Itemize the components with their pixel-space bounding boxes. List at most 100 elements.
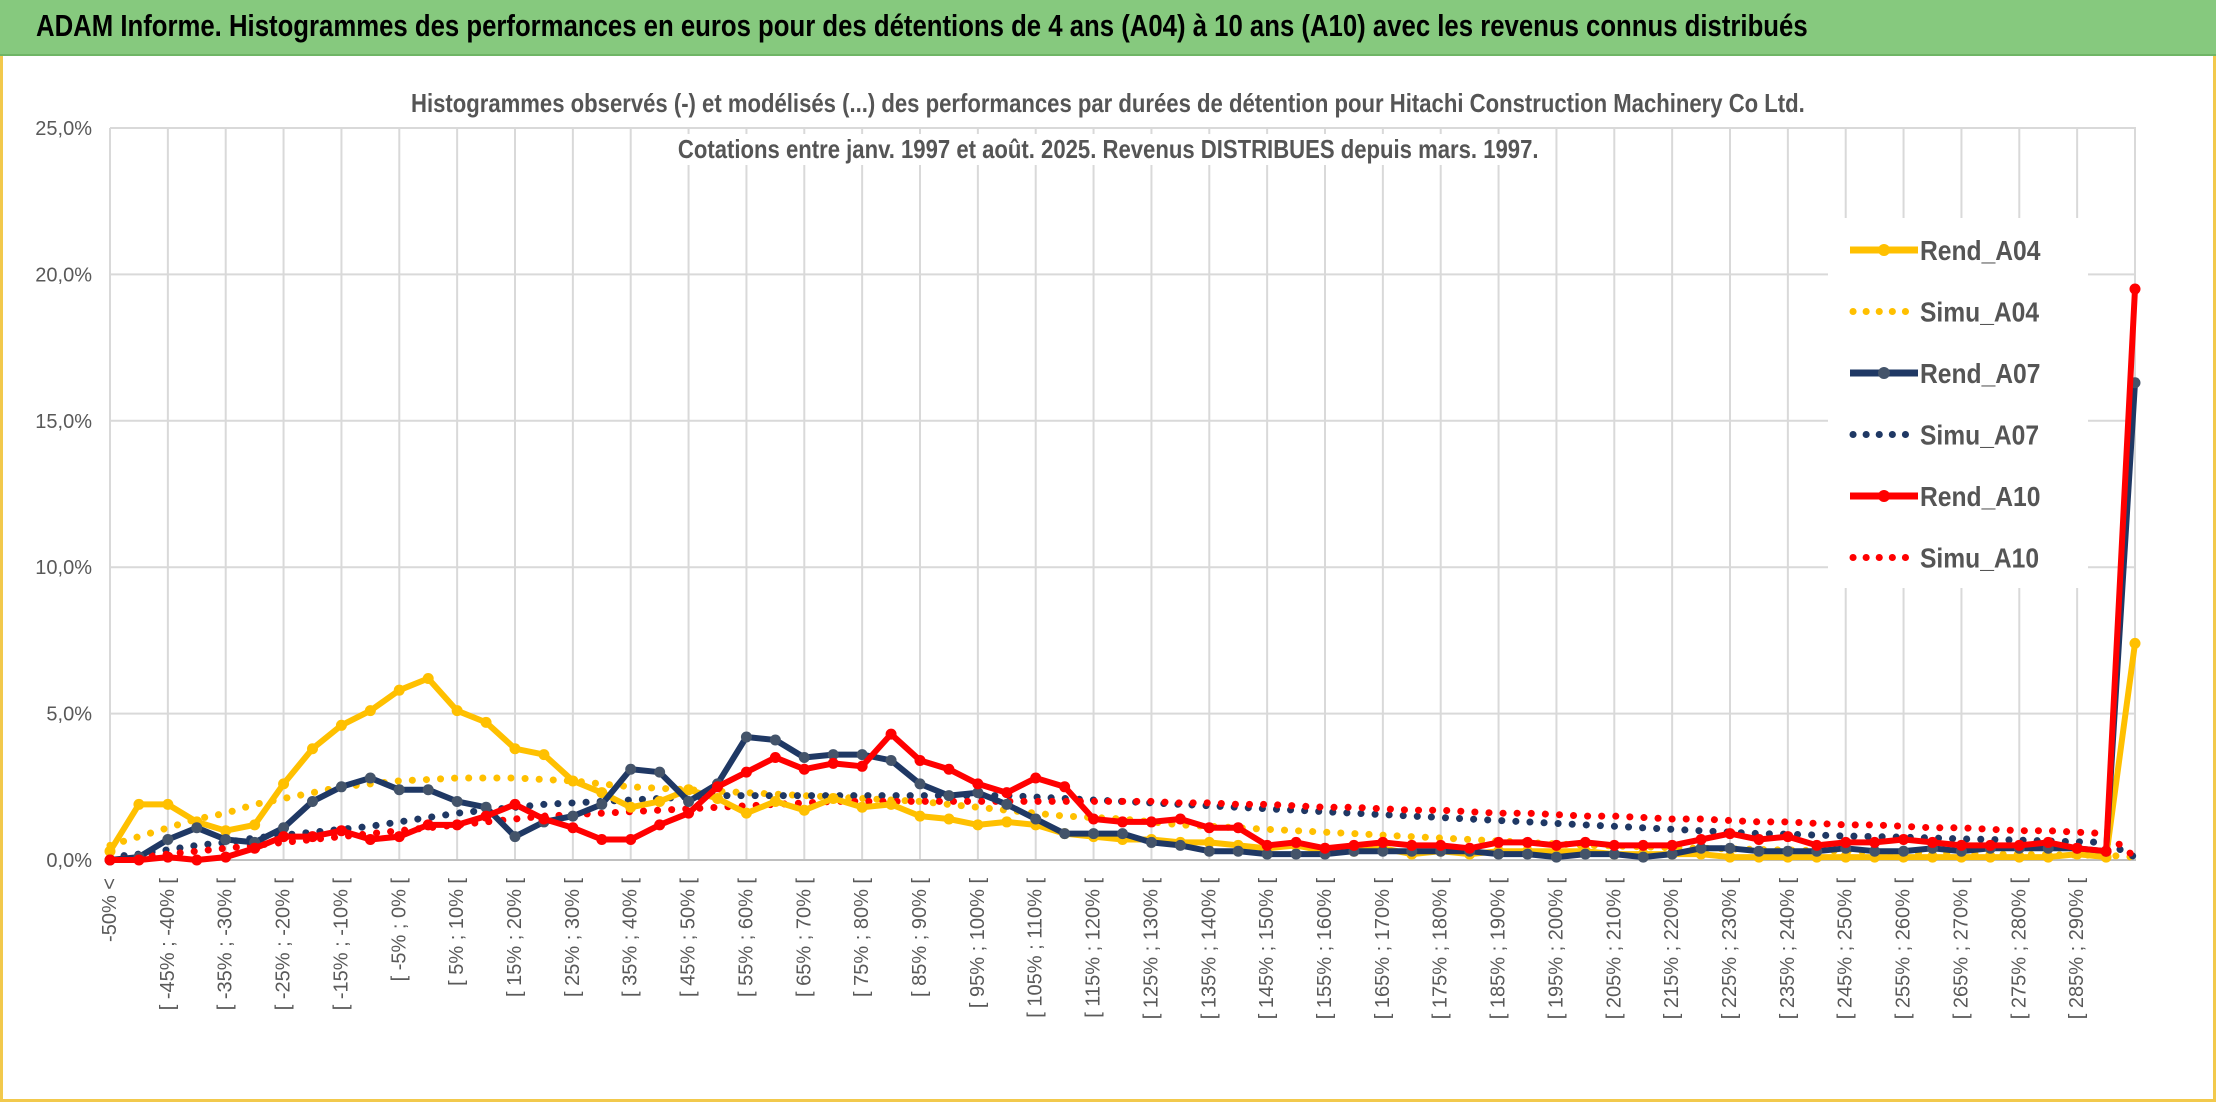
x-tick-label: [ 175% ; 180% [ [1430, 878, 1452, 1020]
data-point-rend-a10 [740, 766, 752, 778]
data-point-rend-a10 [885, 728, 897, 740]
chart-title-line2: Cotations entre janv. 1997 et août. 2025… [0, 134, 2216, 165]
data-point-rend-a07 [1088, 828, 1100, 840]
data-point-rend-a04 [1927, 851, 1938, 863]
data-point-rend-a10 [104, 854, 116, 866]
legend-label-rend-a10: Rend_A10 [1920, 481, 2040, 513]
legend-marker-rend-a10 [1878, 490, 1890, 502]
data-point-rend-a10 [1174, 813, 1186, 825]
data-point-rend-a07 [943, 790, 955, 802]
data-point-rend-a10 [538, 813, 550, 825]
data-point-rend-a07 [1724, 842, 1736, 854]
data-point-rend-a10 [133, 854, 145, 866]
data-point-rend-a04 [827, 793, 839, 805]
data-point-rend-a04 [278, 778, 290, 790]
data-point-rend-a04 [509, 743, 521, 755]
legend: Rend_A04 Simu_A04 Rend_A07 Simu_A07 Rend_A10… [1828, 218, 2088, 588]
data-point-rend-a07 [914, 778, 926, 790]
data-point-rend-a10 [654, 819, 666, 831]
legend-label-simu-a07: Simu_A07 [1920, 419, 2039, 451]
x-tick-label: [ 75% ; 80% [ [851, 878, 873, 997]
x-tick-label: [ 55% ; 60% [ [735, 878, 757, 997]
data-point-rend-a04 [307, 743, 318, 755]
y-tick-label: 10,0% [35, 557, 92, 579]
x-tick-label: [ 65% ; 70% [ [793, 878, 815, 997]
data-point-rend-a10 [422, 819, 434, 831]
data-point-rend-a04 [712, 793, 723, 805]
x-tick-label: [ 25% ; 30% [ [562, 878, 584, 997]
legend-label-simu-a04: Simu_A04 [1920, 296, 2039, 328]
y-tick-label: 0,0% [46, 850, 92, 872]
x-tick-label: [ 205% ; 210% [ [1603, 878, 1625, 1020]
data-point-rend-a07 [683, 795, 695, 807]
data-point-rend-a04 [480, 716, 492, 728]
data-point-rend-a07 [885, 754, 897, 766]
data-point-rend-a10 [1984, 839, 1996, 851]
x-tick-label: [ 115% ; 120% [ [1083, 878, 1105, 1018]
data-point-rend-a10 [625, 834, 637, 846]
report-title: ADAM Informe. Histogrammes des performan… [36, 8, 1808, 43]
data-point-rend-a10 [1637, 839, 1649, 851]
legend-label-simu-a10: Simu_A10 [1920, 542, 2039, 574]
data-point-rend-a04 [422, 672, 434, 684]
data-point-rend-a07 [769, 734, 781, 746]
data-point-rend-a04 [538, 749, 550, 761]
x-tick-label: [ 235% ; 240% [ [1777, 878, 1799, 1020]
y-tick-label: 15,0% [35, 411, 92, 433]
data-point-rend-a04 [2042, 851, 2054, 863]
x-tick-label: [ 5% ; 10% [ [446, 878, 468, 986]
data-point-rend-a10 [567, 822, 579, 834]
data-point-rend-a07 [1232, 845, 1244, 857]
data-point-rend-a07 [740, 731, 752, 743]
data-point-rend-a07 [480, 801, 492, 813]
data-point-rend-a10 [1377, 836, 1389, 848]
data-point-rend-a10 [1724, 828, 1736, 840]
data-point-rend-a10 [1811, 839, 1823, 851]
data-point-rend-a07 [1753, 845, 1765, 857]
data-point-rend-a07 [451, 795, 463, 807]
x-tick-label: [ 275% ; 280% [ [2008, 878, 2030, 1020]
data-point-rend-a04 [2013, 851, 2025, 863]
data-point-rend-a10 [307, 831, 318, 843]
data-point-rend-a07 [1666, 848, 1678, 860]
data-point-rend-a04 [451, 705, 463, 717]
data-point-rend-a10 [798, 763, 810, 775]
data-point-rend-a10 [1753, 834, 1765, 846]
data-point-rend-a04 [1001, 816, 1013, 828]
x-tick-label: [ 165% ; 170% [ [1372, 878, 1394, 1020]
data-point-rend-a10 [1203, 822, 1215, 834]
data-point-rend-a07 [1001, 798, 1013, 810]
series-lines [104, 283, 2141, 866]
legend-label-rend-a04: Rend_A04 [1920, 235, 2041, 267]
x-tick-label: [ -5% ; 0% [ [388, 878, 410, 982]
data-point-rend-a10 [1348, 839, 1360, 851]
data-point-rend-a10 [1493, 836, 1505, 848]
data-point-rend-a07 [220, 834, 232, 846]
data-point-rend-a10 [278, 831, 290, 843]
legend-marker-rend-a07 [1878, 367, 1890, 379]
data-point-rend-a04 [856, 801, 868, 813]
data-point-rend-a07 [1522, 848, 1533, 860]
data-point-rend-a10 [249, 842, 261, 854]
data-point-rend-a04 [885, 798, 897, 810]
data-point-rend-a07 [1695, 842, 1707, 854]
data-point-rend-a07 [307, 795, 318, 807]
data-point-rend-a10 [1059, 781, 1071, 793]
x-tick-label: [ -35% ; -30% [ [215, 878, 237, 1011]
data-point-rend-a10 [1927, 836, 1938, 848]
data-point-rend-a10 [2100, 845, 2112, 857]
data-point-rend-a10 [914, 754, 926, 766]
data-point-rend-a04 [740, 807, 752, 819]
x-tick-label: [ 245% ; 250% [ [1835, 878, 1857, 1020]
data-point-rend-a10 [596, 834, 608, 846]
data-point-rend-a10 [220, 851, 232, 863]
data-point-rend-a04 [1840, 851, 1852, 863]
data-point-rend-a04 [249, 819, 261, 831]
data-point-rend-a07 [1898, 845, 1910, 857]
data-point-rend-a07 [1550, 851, 1562, 863]
y-axis: 0,0% 5,0% 10,0% 15,0% 20,0% 25,0% [35, 118, 92, 872]
data-point-rend-a10 [712, 781, 723, 793]
data-point-rend-a04 [220, 825, 232, 837]
report-banner: ADAM Informe. Histogrammes des performan… [0, 0, 2216, 56]
